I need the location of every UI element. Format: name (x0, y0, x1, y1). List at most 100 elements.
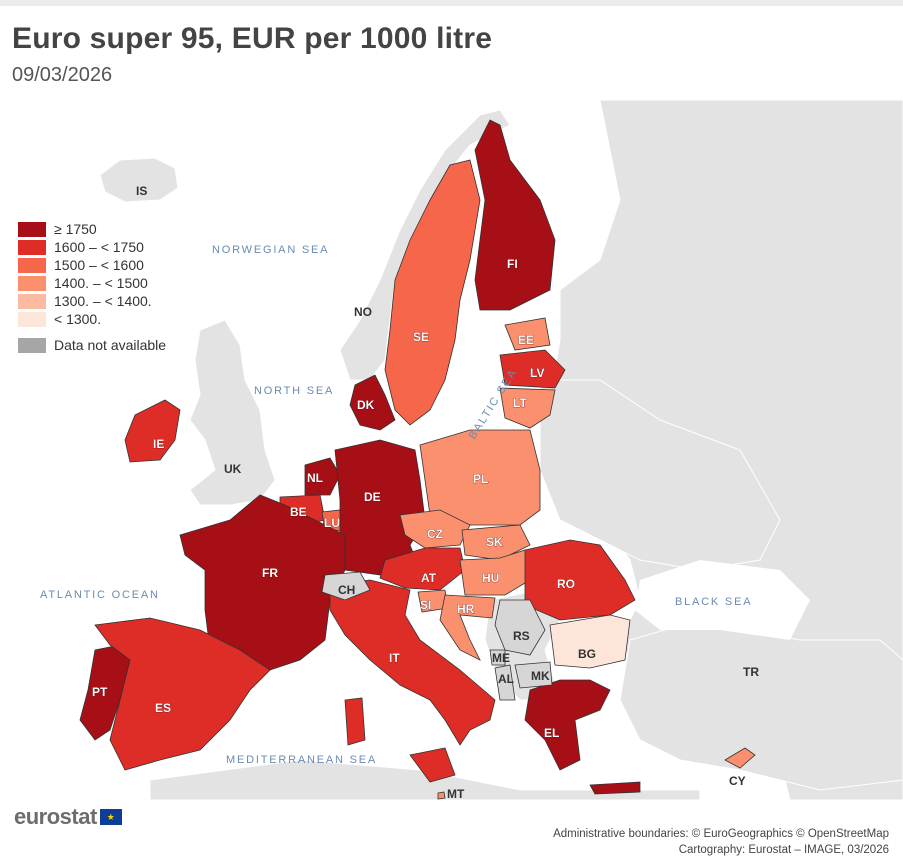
sea-label-black: BLACK SEA (675, 596, 752, 608)
label-sk: SK (486, 535, 503, 549)
label-is: IS (136, 184, 147, 198)
legend-swatch (18, 221, 46, 237)
country-lt (499, 387, 556, 429)
eu-flag-icon: ★ (99, 809, 122, 825)
country-uk (189, 319, 276, 506)
country-mk (514, 661, 553, 689)
label-es: ES (155, 701, 171, 715)
legend-label: 1400. – < 1500 (54, 275, 148, 291)
land-turkey (619, 619, 903, 791)
country-se (384, 159, 481, 426)
country-ch (321, 571, 371, 601)
country-ro (524, 539, 636, 621)
country-ee (504, 317, 551, 351)
label-no: NO (354, 305, 372, 319)
country-nl (304, 457, 341, 496)
label-ro: RO (557, 577, 575, 591)
label-uk: UK (224, 462, 242, 476)
country-fr (179, 494, 346, 671)
legend-swatch (18, 257, 46, 273)
eurostat-logo: eurostat ★ (14, 804, 122, 830)
credits-line-1: Administrative boundaries: © EuroGeograp… (553, 828, 889, 840)
country-no (339, 109, 511, 381)
black-sea (635, 560, 810, 640)
country-cy (724, 747, 756, 769)
page-title: Euro super 95, EUR per 1000 litre (12, 22, 493, 55)
country-lv (499, 349, 566, 389)
country-bg (549, 614, 631, 669)
label-mt: MT (447, 787, 465, 801)
legend-swatch (18, 239, 46, 255)
legend-label: 1500 – < 1600 (54, 257, 144, 273)
country-sk (461, 524, 531, 561)
legend-swatch (18, 293, 46, 309)
country-al (494, 664, 516, 701)
country-at (379, 547, 466, 591)
legend-swatch-no-data (18, 337, 46, 353)
label-ee: EE (518, 333, 534, 347)
label-pl: PL (473, 472, 488, 486)
label-bg: BG (578, 647, 596, 661)
country-es (94, 617, 271, 771)
label-ie: IE (153, 437, 164, 451)
country-mt (437, 791, 446, 800)
country-is (99, 157, 179, 203)
country-el (524, 679, 611, 771)
legend-label: < 1300. (54, 311, 102, 327)
label-at: AT (421, 571, 437, 585)
label-be: BE (290, 505, 307, 519)
label-si: SI (420, 598, 431, 612)
label-lv: LV (530, 366, 544, 380)
legend-item: 1300. – < 1400. (18, 292, 166, 310)
label-cz: CZ (427, 527, 443, 541)
credits-line-2: Cartography: Eurostat – IMAGE, 03/2026 (678, 844, 889, 856)
label-fr: FR (262, 566, 278, 580)
label-se: SE (413, 330, 429, 344)
country-ie (124, 399, 181, 463)
legend-item: 1600 – < 1750 (18, 238, 166, 256)
top-bar (0, 0, 903, 6)
map-credits: Administrative boundaries: © EuroGeograp… (553, 826, 889, 858)
label-me: ME (492, 651, 510, 665)
legend-item: ≥ 1750 (18, 220, 166, 238)
legend-item: < 1300. (18, 310, 166, 328)
label-tr: TR (743, 665, 759, 679)
label-pt: PT (92, 685, 108, 699)
label-hr: HR (457, 602, 475, 616)
country-fi (474, 119, 556, 311)
logo-text: eurostat (14, 804, 97, 829)
legend-item: 1500 – < 1600 (18, 256, 166, 274)
legend-swatch (18, 275, 46, 291)
country-rs (494, 599, 546, 656)
label-lu: LU (324, 516, 340, 530)
label-rs: RS (513, 629, 530, 643)
label-lt: LT (513, 396, 527, 410)
label-fi: FI (507, 257, 518, 271)
country-it (329, 579, 496, 746)
country-hr (439, 594, 496, 661)
label-cy: CY (729, 774, 746, 788)
page-subtitle: 09/03/2026 (12, 64, 113, 86)
legend-label-no-data: Data not available (54, 337, 167, 353)
legend-item-no-data: Data not available (18, 336, 166, 354)
label-hu: HU (482, 571, 499, 585)
label-ch: CH (338, 583, 355, 597)
country-it-sardinia (344, 697, 366, 746)
legend-label: ≥ 1750 (54, 221, 97, 237)
label-de: DE (364, 490, 381, 504)
label-el: EL (544, 726, 559, 740)
country-it-sicily (409, 747, 456, 783)
label-nl: NL (307, 471, 323, 485)
country-dk (349, 374, 396, 431)
label-dk: DK (357, 398, 375, 412)
map-legend: ≥ 1750 1600 – < 1750 1500 – < 1600 1400.… (18, 220, 166, 354)
country-me (489, 649, 506, 666)
legend-label: 1300. – < 1400. (54, 293, 152, 309)
legend-item: 1400. – < 1500 (18, 274, 166, 292)
sea-label-norwegian: NORWEGIAN SEA (212, 244, 329, 256)
label-it: IT (389, 651, 400, 665)
sea-label-atlantic: ATLANTIC OCEAN (40, 589, 160, 601)
legend-swatch (18, 311, 46, 327)
country-cz (399, 509, 471, 549)
